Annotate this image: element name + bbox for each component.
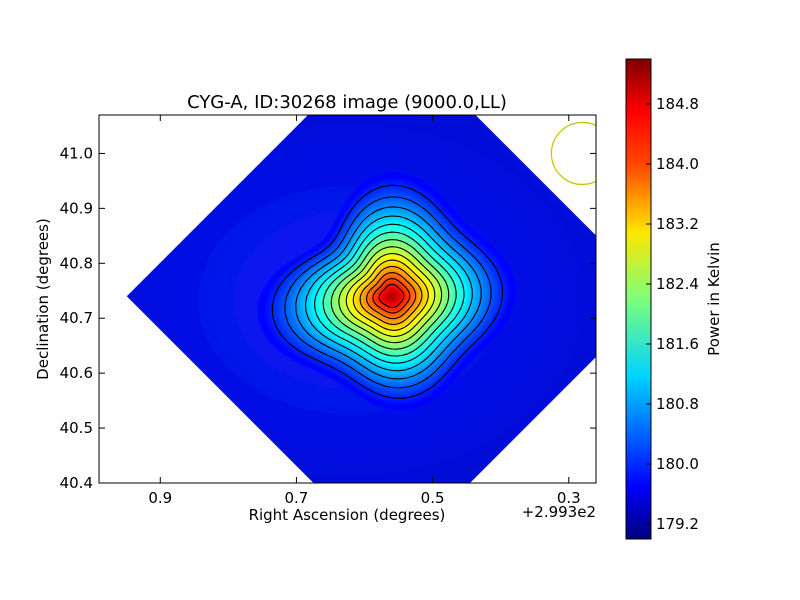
x-tick-label: 0.5 (421, 489, 445, 507)
contour-line (284, 196, 492, 389)
x-tick-label: 0.3 (557, 489, 581, 507)
y-tick-label: 41.0 (60, 144, 93, 162)
contour-line (372, 278, 411, 314)
y-axis-label: Declination (degrees) (34, 218, 52, 380)
colorbar-tick-label: 180.0 (656, 455, 699, 473)
y-tick-label: 40.9 (60, 199, 93, 217)
colorbar-ticks: 179.2 180.0 180.8 181.6 182.4 183.2 184.0 184.8 (646, 95, 699, 533)
y-tick-label: 40.6 (60, 364, 93, 382)
colorbar-tick-label: 183.2 (656, 215, 699, 233)
colorbar-tick-label: 184.8 (656, 95, 699, 113)
plot-area (126, 115, 596, 483)
chart-title: CYG-A, ID:30268 image (9000.0,LL) (187, 92, 507, 113)
colorbar-tick-label: 184.0 (656, 155, 699, 173)
heatmap-band (389, 294, 394, 299)
contour-line (345, 252, 436, 337)
colorbar-tick-label: 179.2 (656, 515, 699, 533)
colorbar-tick-label: 180.8 (656, 395, 699, 413)
y-tick-label: 40.4 (60, 474, 93, 492)
colorbar-label: Power in Kelvin (705, 242, 723, 356)
contour-line (322, 231, 457, 357)
y-axis-ticks: 40.4 40.5 40.6 40.7 40.8 40.9 41.0 (60, 144, 596, 492)
contour-line (330, 239, 450, 350)
x-tick-label: 0.9 (148, 489, 172, 507)
colorbar-gradient (625, 58, 652, 540)
colorbar-tick-label: 181.6 (656, 335, 699, 353)
x-axis-offset-label: +2.993e2 (522, 503, 596, 521)
colorbar: 179.2 180.0 180.8 181.6 182.4 183.2 184.0 184.8… (625, 58, 723, 540)
plot-frame (98, 114, 597, 484)
image-footprint (126, 115, 596, 483)
contour-line (366, 272, 417, 320)
y-tick-label: 40.5 (60, 419, 93, 437)
x-tick-label: 0.7 (285, 489, 309, 507)
beam-circle (550, 121, 596, 186)
contour-line (352, 259, 429, 331)
contour-line (314, 223, 465, 364)
y-tick-label: 40.7 (60, 309, 93, 327)
x-axis-label: Right Ascension (degrees) (249, 506, 446, 524)
x-axis-ticks: 0.9 0.7 0.5 0.3 (148, 115, 581, 507)
y-tick-label: 40.8 (60, 254, 93, 272)
contour-line (295, 206, 482, 380)
contour-line (338, 246, 443, 344)
contour-layer (271, 184, 504, 399)
contour-line (271, 184, 504, 399)
contour-line (359, 265, 423, 325)
contour-line (304, 215, 473, 372)
contour-line (378, 283, 405, 309)
colorbar-tick-label: 182.4 (656, 275, 699, 293)
